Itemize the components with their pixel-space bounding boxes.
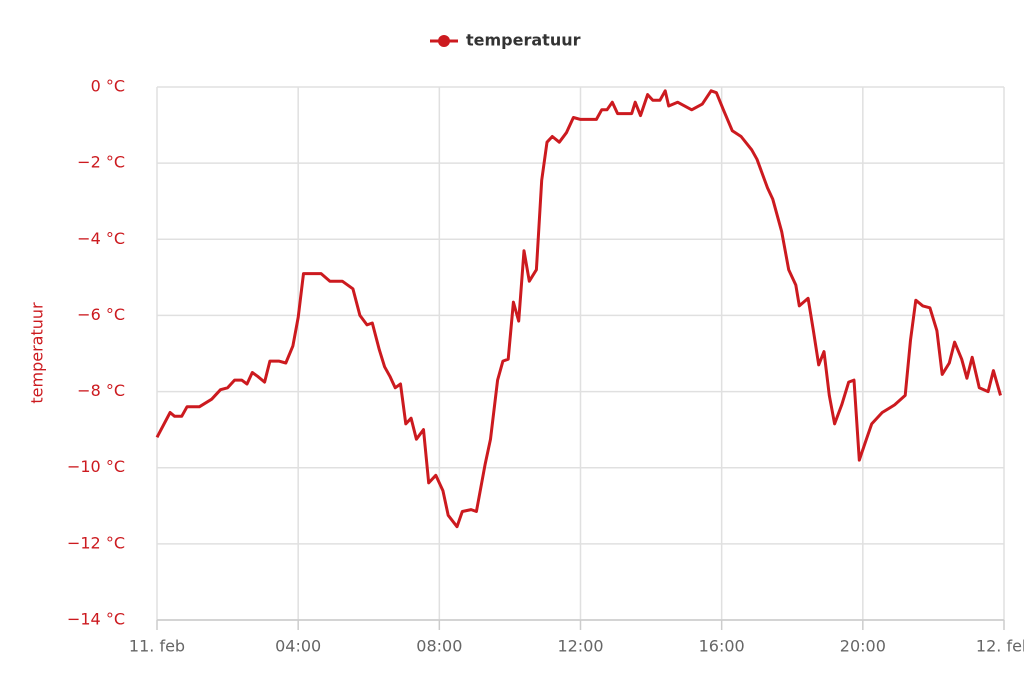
- y-tick-label: −8 °C: [77, 381, 125, 400]
- x-tick-label: 20:00: [840, 637, 886, 656]
- y-tick-label: −10 °C: [67, 457, 125, 476]
- y-tick-label: 0 °C: [91, 77, 125, 96]
- x-tick-label: 08:00: [416, 637, 462, 656]
- legend-label: temperatuur: [466, 31, 581, 50]
- y-tick-label: −12 °C: [67, 533, 125, 552]
- y-tick-label: −4 °C: [77, 229, 125, 248]
- x-tick-label: 04:00: [275, 637, 321, 656]
- y-axis-title: temperatuur: [28, 302, 47, 404]
- legend-item[interactable]: temperatuur: [430, 31, 581, 50]
- y-tick-label: −14 °C: [67, 610, 125, 629]
- line-series: [155, 89, 1002, 529]
- x-tick-label: 11. feb: [129, 637, 185, 656]
- x-tick-label: 16:00: [699, 637, 745, 656]
- y-tick-label: −2 °C: [77, 153, 125, 172]
- y-tick-label: −6 °C: [77, 305, 125, 324]
- x-tick-label: 12:00: [557, 637, 603, 656]
- x-tick-label: 12. feb: [976, 637, 1024, 656]
- legend-marker: [438, 35, 450, 47]
